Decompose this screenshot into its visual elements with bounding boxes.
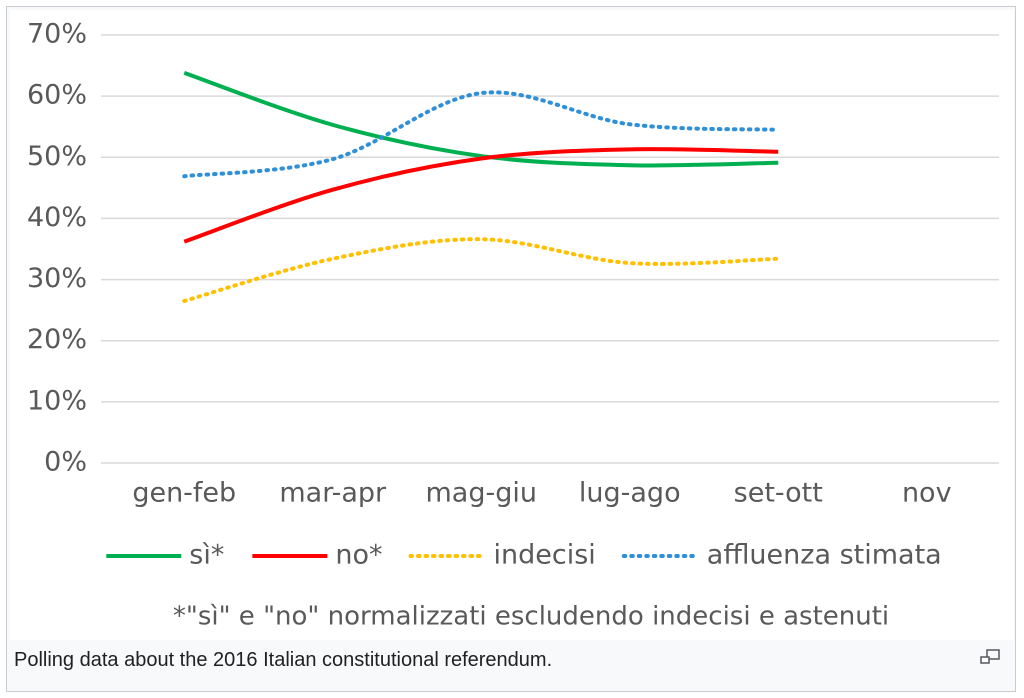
figure-frame: 0% 10% 20% 30% 40% 50% 60% 70% gen-feb mar-apr mag… bbox=[6, 6, 1016, 692]
series-line bbox=[182, 237, 781, 303]
x-tick-label: nov bbox=[902, 478, 952, 509]
note: *"sì" e "no" normalizzati escludendo ind… bbox=[173, 602, 889, 632]
enlarge-icon[interactable] bbox=[979, 649, 1001, 665]
series-line bbox=[183, 147, 779, 244]
x-tick-label: mar-apr bbox=[279, 478, 387, 509]
x-tick-label: mag-giu bbox=[426, 478, 537, 509]
y-tick-label: 60% bbox=[27, 80, 87, 111]
legend-label: affluenza stimata bbox=[707, 540, 942, 571]
caption: Polling data about the 2016 Italian cons… bbox=[14, 649, 553, 671]
series-line bbox=[182, 90, 781, 179]
y-tick-label: 30% bbox=[27, 263, 87, 294]
y-tick-label: 40% bbox=[27, 202, 87, 233]
legend-label: no* bbox=[335, 540, 382, 571]
x-tick-label: gen-feb bbox=[132, 478, 236, 509]
y-tick-label: 10% bbox=[27, 385, 87, 416]
y-tick-label: 70% bbox=[27, 19, 87, 50]
x-tick-label: lug-ago bbox=[579, 478, 681, 509]
y-tick-label: 20% bbox=[27, 324, 87, 355]
legend-label: sì* bbox=[189, 540, 224, 571]
chart: 0% 10% 20% 30% 40% 50% 60% 70% gen-feb mar-apr mag… bbox=[10, 10, 1014, 640]
series-line bbox=[183, 71, 779, 168]
x-tick-label: set-ott bbox=[734, 478, 823, 509]
legend-label: indecisi bbox=[494, 540, 596, 571]
y-tick-label: 0% bbox=[44, 447, 87, 478]
y-tick-label: 50% bbox=[27, 141, 87, 172]
